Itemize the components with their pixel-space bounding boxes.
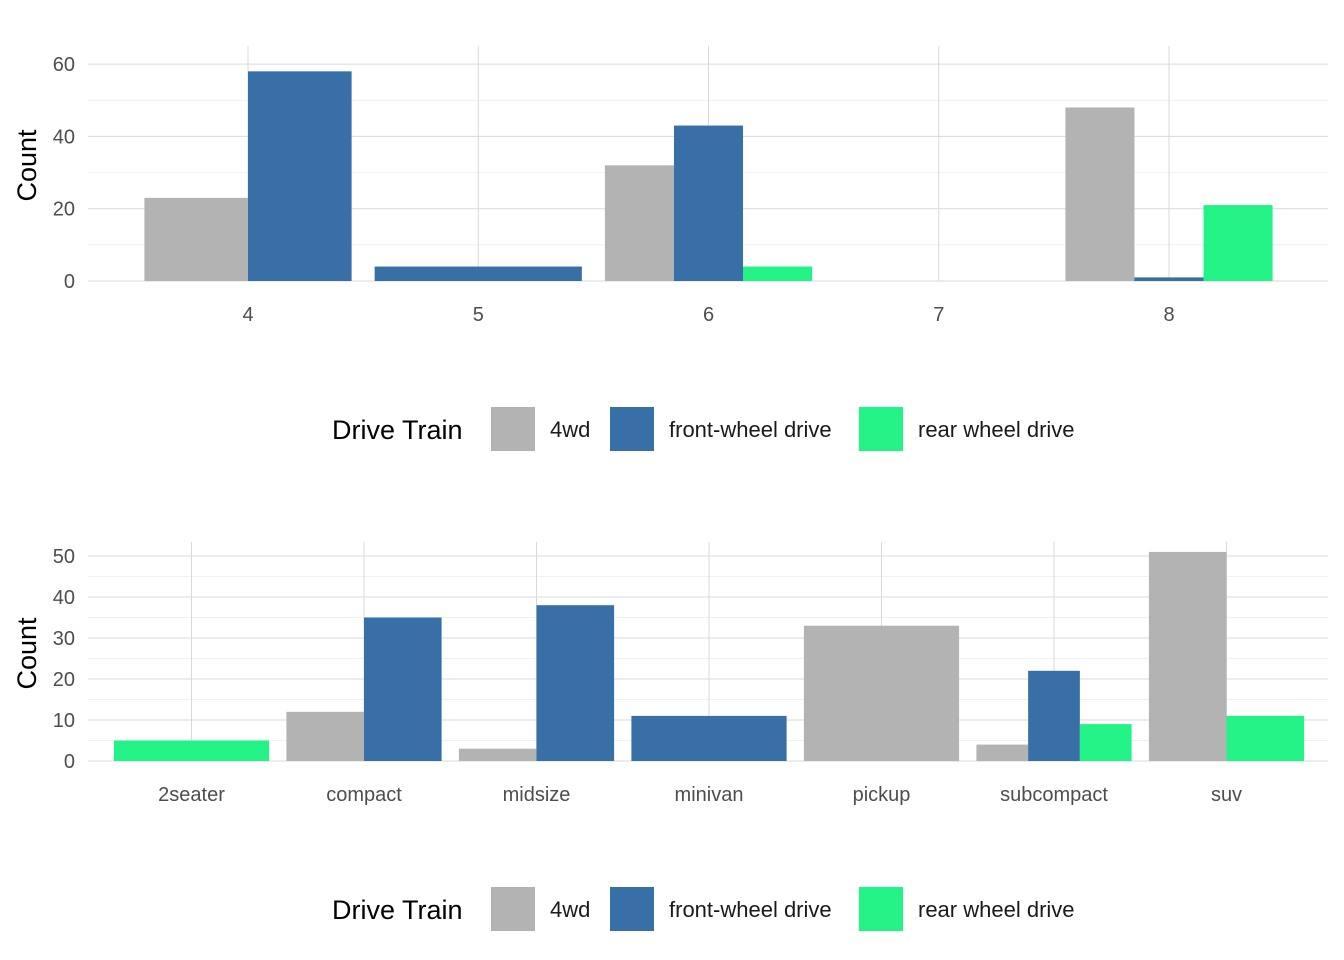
legend: Drive Train 4wd front-wheel drive rear whee… [332, 407, 1075, 451]
legend-title: Drive Train [332, 895, 463, 925]
y-axis-title: Count [12, 129, 42, 202]
x-tick-label: subcompact [1000, 784, 1108, 806]
y-tick-label: 20 [53, 199, 75, 221]
bar-6-4wd [604, 165, 674, 281]
y-tick-label: 30 [53, 628, 75, 650]
bar-suv-rear-wheel-drive [1226, 715, 1305, 761]
legend-label-rear-wheel-drive: rear wheel drive [918, 897, 1075, 922]
legend-key-4wd [491, 407, 535, 451]
bar-compact-front-wheel-drive [364, 617, 442, 761]
bar-subcompact-front-wheel-drive [1028, 670, 1080, 761]
bar-4-4wd [144, 197, 248, 281]
legend: Drive Train 4wd front-wheel drive rear whee… [332, 887, 1075, 931]
x-tick-label: 4 [242, 304, 253, 326]
bars [113, 551, 1305, 761]
y-tick-label: 40 [53, 126, 75, 148]
legend-label-4wd: 4wd [550, 897, 590, 922]
x-tick-label: 2seater [158, 784, 225, 806]
y-tick-label: 10 [53, 710, 75, 732]
bar-midsize-front-wheel-drive [536, 605, 615, 761]
bar-subcompact-4wd [976, 744, 1029, 761]
x-tick-label: compact [326, 784, 402, 806]
x-tick-label: pickup [853, 784, 911, 806]
y-axis-title: Count [12, 617, 42, 690]
y-tick-label: 0 [64, 751, 75, 773]
y-tick-label: 0 [64, 271, 75, 293]
bar-5-front-wheel-drive [374, 266, 582, 281]
x-tick-label: 7 [933, 304, 944, 326]
legend-label-4wd: 4wd [550, 417, 590, 442]
bar-pickup-4wd [803, 625, 960, 761]
x-tick-label: 5 [473, 304, 484, 326]
y-tick-label: 40 [53, 587, 75, 609]
legend-title: Drive Train [332, 415, 463, 445]
bar-suv-4wd [1148, 551, 1227, 761]
legend-key-rear-wheel-drive [859, 407, 903, 451]
x-tick-label: suv [1211, 784, 1242, 806]
legend-label-front-wheel-drive: front-wheel drive [669, 417, 832, 442]
bar-minivan-front-wheel-drive [631, 715, 787, 761]
bar-chart-class: 0 10 20 30 40 50 2seater compact midsize minivan p… [12, 542, 1328, 931]
bar-compact-4wd [286, 711, 364, 761]
bar-2seater-rear-wheel-drive [113, 740, 270, 761]
bar-subcompact-rear-wheel-drive [1079, 724, 1132, 761]
bar-6-front-wheel-drive [673, 125, 744, 282]
bar-4-front-wheel-drive [248, 71, 352, 281]
bar-8-rear-wheel-drive [1203, 205, 1273, 281]
x-tick-label: minivan [675, 784, 744, 806]
legend-key-4wd [491, 887, 535, 931]
x-tick-label: 8 [1163, 304, 1174, 326]
chart-panel-cylinders: 0 20 40 60 4 5 6 7 8 Count Drive Train 4wd front-whe… [12, 46, 1328, 451]
legend-key-front-wheel-drive [610, 887, 654, 931]
legend-label-rear-wheel-drive: rear wheel drive [918, 417, 1075, 442]
legend-label-front-wheel-drive: front-wheel drive [669, 897, 832, 922]
bars [144, 71, 1273, 282]
y-tick-label: 20 [53, 669, 75, 691]
legend-key-front-wheel-drive [610, 407, 654, 451]
legend-key-rear-wheel-drive [859, 887, 903, 931]
bar-8-4wd [1065, 107, 1135, 281]
bar-8-front-wheel-drive [1134, 277, 1204, 281]
bar-midsize-4wd [458, 748, 537, 761]
x-tick-label: 6 [703, 304, 714, 326]
bar-6-rear-wheel-drive [743, 266, 813, 281]
y-tick-label: 50 [53, 546, 75, 568]
y-tick-label: 60 [53, 54, 75, 76]
chart-panel-class: 0 10 20 30 40 50 2seater compact midsize minivan p… [0, 480, 1344, 960]
x-tick-label: midsize [503, 784, 571, 806]
bar-chart-cylinders: 0 20 40 60 4 5 6 7 8 Count Drive Train 4wd front-whe… [12, 46, 1328, 451]
